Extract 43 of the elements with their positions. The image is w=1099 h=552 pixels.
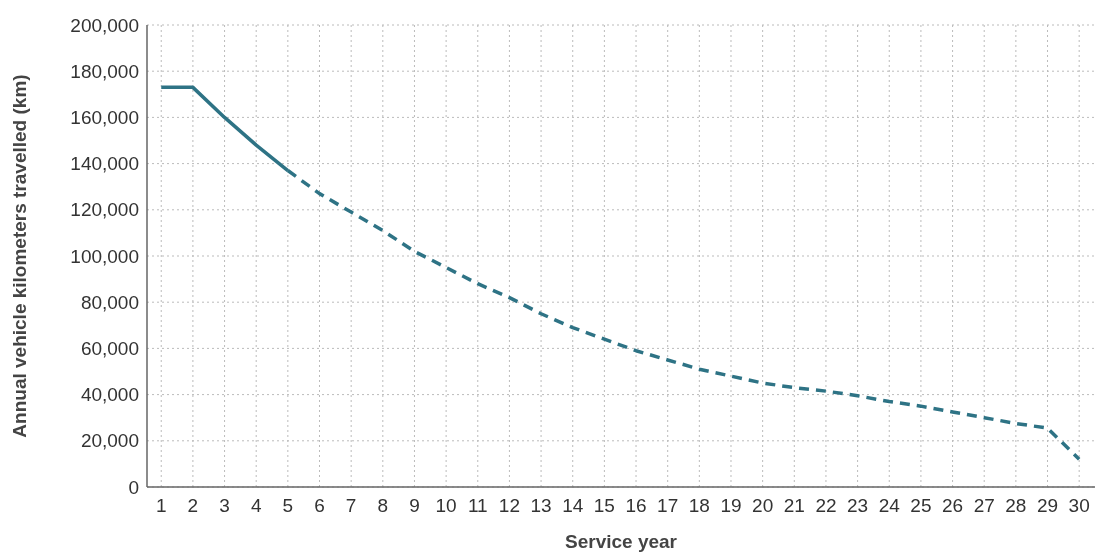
y-tick-label: 160,000 — [70, 107, 139, 129]
x-tick-label: 3 — [219, 495, 230, 516]
x-tick-label: 12 — [498, 495, 520, 516]
x-tick-label: 11 — [467, 495, 488, 516]
x-tick-label: 15 — [593, 495, 615, 516]
x-tick-label: 14 — [562, 495, 584, 516]
x-tick-label: 2 — [187, 495, 199, 516]
x-tick-label: 8 — [377, 495, 389, 516]
y-tick-label: 40,000 — [80, 384, 139, 406]
x-tick-label: 22 — [815, 495, 837, 516]
x-tick-label: 7 — [345, 495, 357, 516]
x-tick-label: 1 — [155, 495, 167, 516]
x-tick-label: 17 — [657, 495, 679, 516]
x-tick-label: 5 — [282, 495, 294, 516]
y-tick-label: 0 — [128, 476, 139, 498]
y-tick-label: 60,000 — [80, 338, 139, 360]
x-tick-label: 9 — [409, 495, 420, 516]
x-tick-label: 30 — [1068, 495, 1090, 516]
x-tick-label: 21 — [783, 495, 805, 516]
x-tick-label: 10 — [435, 495, 457, 516]
x-tick-label: 23 — [847, 495, 869, 516]
x-tick-label: 29 — [1036, 495, 1059, 516]
x-axis-title: Service year — [565, 531, 678, 552]
y-tick-label: 140,000 — [70, 153, 139, 175]
y-tick-label: 20,000 — [80, 430, 139, 452]
y-axis-title: Annual vehicle kilometers travelled (km) — [9, 74, 30, 438]
x-tick-label: 18 — [688, 495, 710, 516]
y-tick-label: 100,000 — [70, 245, 139, 267]
y-tick-label: 200,000 — [70, 14, 139, 36]
x-tick-label: 20 — [752, 495, 774, 516]
x-tick-label: 28 — [1005, 495, 1027, 516]
x-tick-label: 27 — [973, 495, 995, 516]
y-tick-label: 180,000 — [70, 60, 139, 82]
x-tick-label: 24 — [878, 495, 901, 516]
x-tick-label: 4 — [250, 495, 262, 516]
y-tick-label: 120,000 — [70, 199, 139, 221]
x-tick-label: 26 — [941, 495, 964, 516]
x-tick-label: 16 — [625, 495, 647, 516]
x-tick-label: 25 — [910, 495, 932, 516]
x-tick-label: 19 — [720, 495, 742, 516]
x-tick-label: 13 — [530, 495, 552, 516]
y-tick-label: 80,000 — [80, 291, 139, 313]
x-tick-label: 6 — [314, 495, 325, 516]
